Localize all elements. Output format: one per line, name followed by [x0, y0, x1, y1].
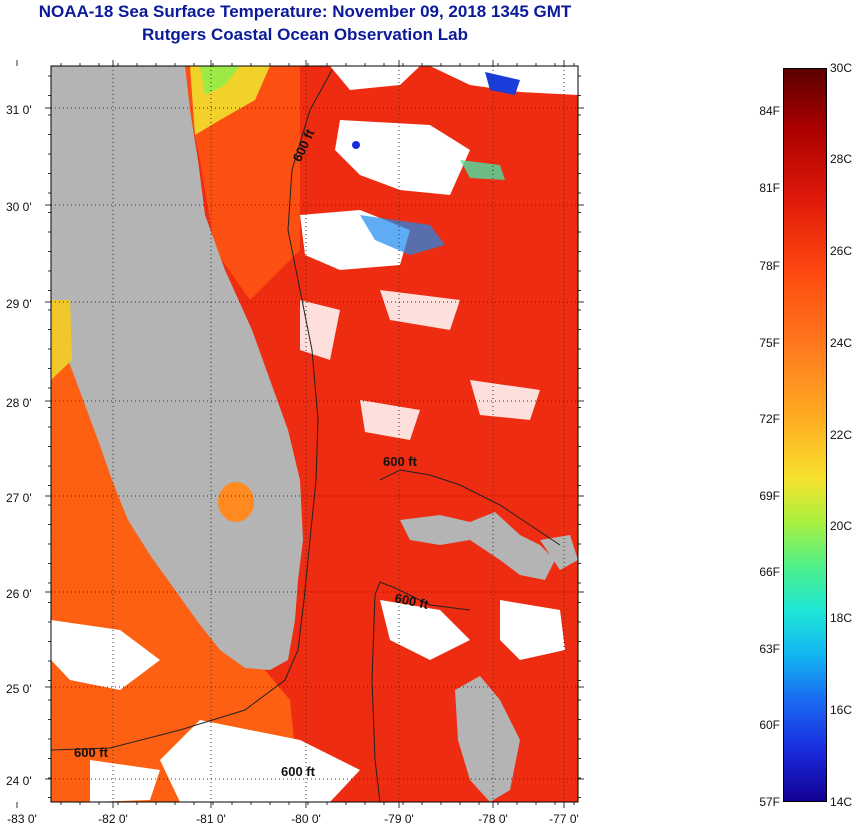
colorbar-f-label: 78F — [759, 259, 780, 273]
colorbar-f-label: 81F — [759, 181, 780, 195]
isobath-line — [374, 581, 471, 611]
isobath-line — [51, 69, 333, 751]
colorbar-f-label: 57F — [759, 795, 780, 809]
lat-label: 28 0' — [6, 396, 32, 410]
colorbar-f-label: 84F — [759, 104, 780, 118]
colorbar-c-label: 14C — [830, 795, 853, 809]
cloud-patch — [90, 760, 160, 802]
cold-streak — [460, 160, 505, 180]
lon-label: -83 0' — [7, 812, 37, 826]
chart-subtitle: Rutgers Coastal Ocean Observation Lab — [142, 25, 468, 44]
coastal-shallow — [51, 300, 72, 380]
bahamas-land-1 — [400, 512, 555, 580]
cloud-patch — [380, 600, 470, 660]
lat-label: 29 0' — [6, 297, 32, 311]
lon-label: -78 0' — [478, 812, 508, 826]
lon-label: -80 0' — [291, 812, 321, 826]
cloud-patch — [470, 380, 540, 420]
colorbar-c-label: 30C — [830, 61, 853, 75]
colorbar-c-label: 22C — [830, 428, 853, 442]
cloud-patch — [360, 400, 420, 440]
bahamas-land-3 — [540, 535, 578, 570]
colorbar-f-label: 75F — [759, 336, 780, 350]
map-frame — [50, 65, 579, 803]
colorbar-f-label: 72F — [759, 412, 780, 426]
chart-title: NOAA-18 Sea Surface Temperature: Novembe… — [38, 2, 572, 21]
colorbar-c-label: 16C — [830, 703, 853, 717]
isobath-label: 600 ft — [393, 590, 430, 612]
colorbar-f-label: 66F — [759, 565, 780, 579]
cool-water-green — [200, 66, 240, 95]
cloud-patch — [500, 600, 565, 660]
isobath-line — [379, 469, 561, 546]
cloud-patch — [51, 620, 160, 690]
colorbar-f-label: 60F — [759, 718, 780, 732]
colorbar-f-label: 63F — [759, 642, 780, 656]
lat-label: 24 0' — [6, 774, 32, 788]
cold-spot — [352, 141, 360, 149]
isobath-label: 600 ft — [281, 764, 316, 779]
cloud-patch — [330, 66, 420, 90]
lon-label: -82 0' — [98, 812, 128, 826]
colorbar-f-label: 69F — [759, 489, 780, 503]
lat-label: 26 0' — [6, 587, 32, 601]
lon-label: -77 0' — [549, 812, 579, 826]
colorbar — [783, 68, 827, 802]
lat-label: 31 0' — [6, 103, 32, 117]
lat-label: 30 0' — [6, 200, 32, 214]
lat-label: 25 0' — [6, 682, 32, 696]
isobath-label: 600 ft — [74, 745, 109, 760]
cold-streak — [360, 215, 445, 255]
lake-okeechobee — [218, 482, 254, 522]
colorbar-c-label: 24C — [830, 336, 853, 350]
lat-label: 27 0' — [6, 491, 32, 505]
lon-label: -81 0' — [196, 812, 226, 826]
cloud-patch — [160, 720, 360, 802]
cold-streak — [485, 72, 520, 95]
colorbar-c-label: 28C — [830, 152, 853, 166]
cloud-patch — [300, 300, 340, 360]
bahamas-land-2 — [455, 676, 520, 802]
colorbar-c-label: 20C — [830, 519, 853, 533]
lon-label: -79 0' — [384, 812, 414, 826]
isobath-label: 600 ft — [383, 454, 418, 469]
cloud-patch — [335, 120, 470, 195]
cloud-patch — [380, 290, 460, 330]
colorbar-c-label: 18C — [830, 611, 853, 625]
colorbar-c-label: 26C — [830, 244, 853, 258]
isobath-line — [371, 594, 381, 802]
